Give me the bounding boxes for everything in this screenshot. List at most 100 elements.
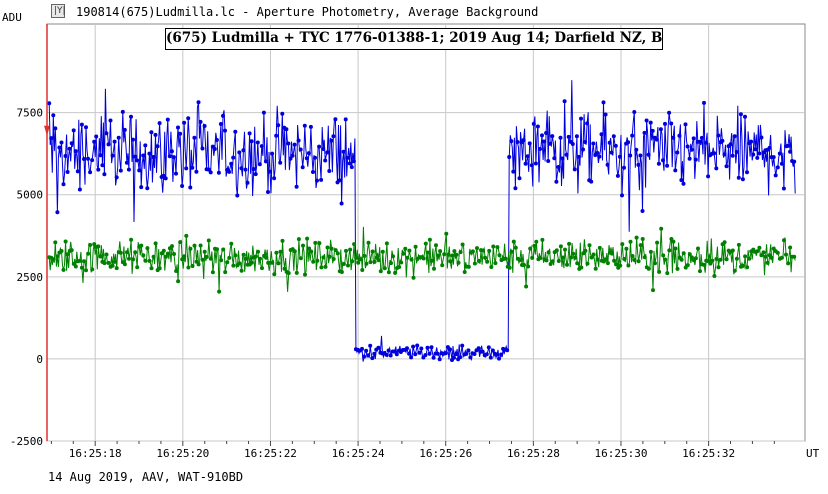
series-2-point [765, 260, 770, 265]
series-2-point [421, 256, 426, 261]
series-2-point [657, 269, 662, 274]
series-2-point [665, 271, 670, 276]
series-2-point [712, 274, 717, 278]
series-1-point [180, 184, 185, 188]
series-2-point [550, 259, 555, 264]
series-2-point [702, 262, 707, 267]
title-bar: |Y| 190814(675)Ludmilla.lc - Aperture Ph… [0, 0, 828, 24]
series-1-point [75, 169, 80, 174]
series-2-point [544, 258, 549, 263]
series-1-point [550, 134, 555, 139]
series-2-point [360, 268, 365, 272]
series-1-point [71, 128, 76, 133]
series-1-point [638, 153, 643, 158]
series-1-point [607, 140, 612, 145]
series-1-point [266, 190, 270, 194]
series-2-point [675, 266, 680, 271]
series-1-point [171, 155, 176, 160]
series-1-point [669, 121, 674, 126]
series-1-point [419, 346, 424, 351]
series-2-point [192, 243, 197, 248]
series-2-point [157, 266, 162, 271]
series-1-point [212, 147, 217, 151]
series-2-point [626, 263, 631, 268]
series-2-point [407, 248, 412, 253]
series-1-point [417, 350, 422, 355]
series-1-point [376, 345, 381, 350]
series-1-point [202, 124, 207, 128]
series-2-point [280, 238, 285, 243]
series-1-point [730, 153, 735, 158]
series-2-point [356, 260, 361, 265]
series-2-point [475, 246, 479, 251]
series-2-point [589, 255, 594, 260]
series-2-point [710, 258, 715, 263]
series-1-point [163, 176, 168, 181]
series-1-point [118, 168, 123, 173]
series-1-point [622, 165, 626, 170]
series-1-point [605, 162, 610, 167]
series-1-point [343, 117, 348, 122]
series-2-point [450, 253, 455, 258]
series-2-point [114, 266, 119, 271]
series-2-point [122, 262, 127, 267]
series-2-point [591, 252, 596, 257]
series-2-point [51, 257, 56, 262]
series-2-point [278, 249, 283, 254]
series-1-point [288, 156, 293, 161]
series-1-point [720, 138, 725, 143]
series-2-point [493, 261, 498, 266]
series-2-point [673, 246, 678, 251]
series-1-point [613, 143, 618, 148]
series-2-point [620, 242, 625, 247]
series-2-point [745, 265, 750, 270]
series-1-point [460, 343, 465, 348]
series-2-point [440, 263, 445, 268]
series-2-point [714, 257, 719, 261]
series-1-point [636, 162, 641, 167]
series-1-point [599, 132, 604, 137]
series-2-point [73, 264, 78, 269]
footer-info: 14 Aug 2019, AAV, WAT-910BD [48, 470, 244, 484]
series-2-point [409, 257, 414, 262]
series-2-point [352, 242, 357, 247]
series-1-point [448, 347, 452, 352]
series-2-point [603, 257, 608, 262]
series-1-point [149, 130, 154, 135]
series-1-point [513, 186, 518, 191]
series-1-point [223, 128, 227, 133]
series-1-point [190, 165, 195, 170]
series-1-point [151, 155, 156, 159]
series-2-point [436, 253, 441, 258]
x-tick-label: 16:25:18 [69, 447, 122, 460]
series-2-point [757, 245, 762, 250]
series-1-point [454, 352, 459, 357]
series-2-point [663, 257, 668, 262]
series-2-point [331, 257, 336, 261]
series-1-point [198, 119, 203, 124]
series-2-point [722, 240, 727, 245]
series-1-point [176, 125, 180, 130]
series-1-point [59, 140, 64, 145]
series-2-point [92, 242, 97, 247]
series-2-point [401, 251, 406, 256]
series-1-point [771, 155, 776, 160]
series-1-point [247, 131, 252, 136]
series-2-point [538, 256, 543, 260]
series-2-point [339, 270, 344, 274]
series-1-point [102, 172, 107, 177]
series-2-point [610, 251, 614, 256]
series-2-point [127, 256, 131, 261]
series-2-point [286, 271, 291, 276]
series-1-point [665, 163, 670, 168]
series-2-point [219, 258, 224, 263]
series-1-point [311, 170, 315, 174]
series-2-point [253, 254, 258, 259]
series-1-point [65, 170, 70, 174]
series-2-point [755, 249, 760, 254]
series-1-point [704, 140, 708, 145]
series-1-point [51, 113, 56, 118]
series-2-point [452, 249, 457, 254]
series-2-point [460, 242, 465, 247]
series-1-point [413, 352, 418, 357]
